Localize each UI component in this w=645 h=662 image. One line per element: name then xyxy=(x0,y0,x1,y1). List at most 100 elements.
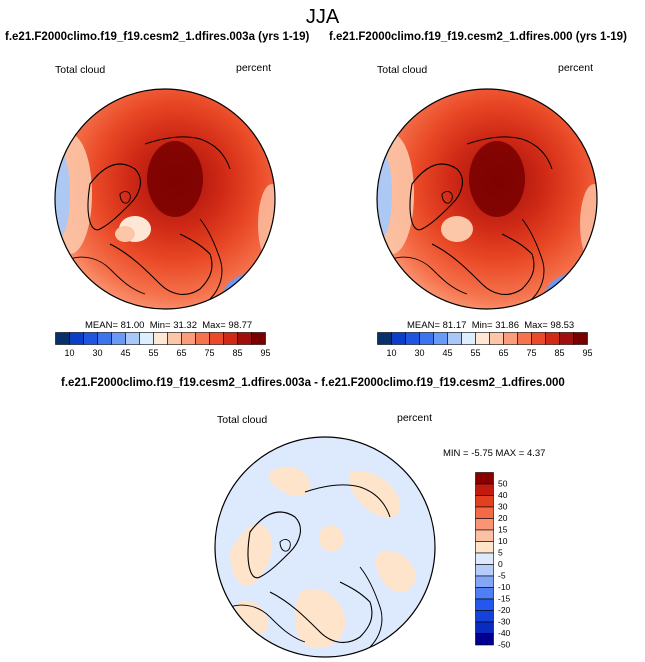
panel1-max-value: 98.77 xyxy=(228,320,253,331)
colorbar-box xyxy=(405,332,420,345)
panel1-colorbar: 10 30 45 55 65 75 85 95 xyxy=(55,332,271,358)
panel2-stats: MEAN= 81.17 Min= 31.86 Max= 98.53 xyxy=(407,320,574,331)
colorbar-box xyxy=(503,332,518,345)
panel1-max-label: Max= xyxy=(202,320,226,331)
panel2-colorbar-boxes xyxy=(377,332,588,345)
colorbar-box xyxy=(489,332,504,345)
panel2-colorbar: 10 30 45 55 65 75 85 95 xyxy=(377,332,593,358)
colorbar-box xyxy=(55,332,70,345)
colorbar-tick-label: 65 xyxy=(498,348,508,358)
colorbar-tick-label: 30 xyxy=(92,348,102,358)
panel2-max-value: 98.53 xyxy=(550,320,575,331)
colorbar-box xyxy=(251,332,266,345)
colorbar-tick-label: 30 xyxy=(498,502,508,512)
panel1-left-label: Total cloud xyxy=(55,64,106,76)
colorbar-box xyxy=(419,332,434,345)
colorbar-box xyxy=(377,332,392,345)
panel1-right-label: percent xyxy=(236,62,272,74)
colorbar-box xyxy=(475,483,494,496)
colorbar-box xyxy=(573,332,588,345)
panel1-min-value: 31.32 xyxy=(173,320,197,331)
panel2-colorbar-labels: 10 30 45 55 65 75 85 95 xyxy=(386,348,592,358)
colorbar-tick-label: 65 xyxy=(176,348,186,358)
colorbar-box xyxy=(195,332,210,345)
colorbar-tick-label: 50 xyxy=(498,479,508,489)
panel1-mean-label: MEAN= xyxy=(85,320,118,331)
colorbar-tick-label: 15 xyxy=(498,525,508,535)
panel3-right-label: percent xyxy=(397,412,433,424)
colorbar-tick-label: -50 xyxy=(498,640,511,650)
colorbar-box xyxy=(475,621,494,634)
panel2-title: f.e21.F2000climo.f19_f19.cesm2_1.dfires.… xyxy=(329,31,627,43)
colorbar-box xyxy=(111,332,126,345)
colorbar-tick-label: -10 xyxy=(498,582,511,592)
colorbar-tick-label: -40 xyxy=(498,628,511,638)
season-title: JJA xyxy=(305,6,340,28)
colorbar-box xyxy=(517,332,532,345)
colorbar-tick-label: 95 xyxy=(260,348,270,358)
colorbar-box xyxy=(475,472,494,485)
colorbar-tick-label: 10 xyxy=(64,348,74,358)
colorbar-box xyxy=(475,598,494,611)
panel1-colorbar-boxes xyxy=(55,332,266,345)
panel2-right-label: percent xyxy=(558,62,594,74)
panel3-map xyxy=(214,436,436,658)
colorbar-box xyxy=(433,332,448,345)
panel3-title: f.e21.F2000climo.f19_f19.cesm2_1.dfires.… xyxy=(61,377,565,389)
panel2-min-label: Min= xyxy=(471,320,493,331)
colorbar-tick-label: 10 xyxy=(386,348,396,358)
colorbar-tick-label: 55 xyxy=(470,348,480,358)
colorbar-tick-label: 45 xyxy=(120,348,130,358)
colorbar-tick-label: 0 xyxy=(498,559,503,569)
panel3-colorbar-boxes xyxy=(475,472,494,646)
panel1-colorbar-labels: 10 30 45 55 65 75 85 95 xyxy=(64,348,270,358)
colorbar-box xyxy=(125,332,140,345)
colorbar-box xyxy=(475,633,494,646)
panel1-title: f.e21.F2000climo.f19_f19.cesm2_1.dfires.… xyxy=(5,31,310,43)
colorbar-box xyxy=(475,564,494,577)
colorbar-tick-label: 75 xyxy=(204,348,214,358)
colorbar-box xyxy=(447,332,462,345)
colorbar-tick-label: 20 xyxy=(498,513,508,523)
colorbar-box xyxy=(475,529,494,542)
colorbar-box xyxy=(475,495,494,508)
colorbar-tick-label: 55 xyxy=(148,348,158,358)
colorbar-box xyxy=(475,332,490,345)
colorbar-box xyxy=(559,332,574,345)
colorbar-box xyxy=(153,332,168,345)
colorbar-tick-label: 85 xyxy=(554,348,564,358)
panel1-mean-value: 81.00 xyxy=(120,320,145,331)
panel2-mean-value: 81.17 xyxy=(442,320,467,331)
colorbar-box xyxy=(475,610,494,623)
colorbar-box xyxy=(181,332,196,345)
colorbar-box xyxy=(545,332,560,345)
colorbar-box xyxy=(475,552,494,565)
colorbar-box xyxy=(475,518,494,531)
colorbar-box xyxy=(461,332,476,345)
colorbar-box xyxy=(391,332,406,345)
colorbar-box xyxy=(531,332,546,345)
colorbar-tick-label: 40 xyxy=(498,490,508,500)
colorbar-box xyxy=(209,332,224,345)
colorbar-tick-label: 75 xyxy=(526,348,536,358)
colorbar-box xyxy=(475,506,494,519)
panel1-min-label: Min= xyxy=(149,320,171,331)
colorbar-box xyxy=(475,575,494,588)
colorbar-box xyxy=(223,332,238,345)
panel2-map xyxy=(376,88,598,310)
panel1-map xyxy=(54,88,276,310)
colorbar-tick-label: -5 xyxy=(498,571,506,581)
colorbar-box xyxy=(69,332,84,345)
panel2-mean-label: MEAN= xyxy=(407,320,440,331)
colorbar-tick-label: 5 xyxy=(498,548,503,558)
colorbar-box xyxy=(83,332,98,345)
colorbar-tick-label: 85 xyxy=(232,348,242,358)
colorbar-tick-label: 30 xyxy=(414,348,424,358)
panel3-minmax: MIN = -5.75 MAX = 4.37 xyxy=(443,448,546,459)
colorbar-tick-label: 95 xyxy=(582,348,592,358)
colorbar-tick-label: -15 xyxy=(498,594,511,604)
colorbar-box xyxy=(475,541,494,554)
colorbar-box xyxy=(237,332,252,345)
